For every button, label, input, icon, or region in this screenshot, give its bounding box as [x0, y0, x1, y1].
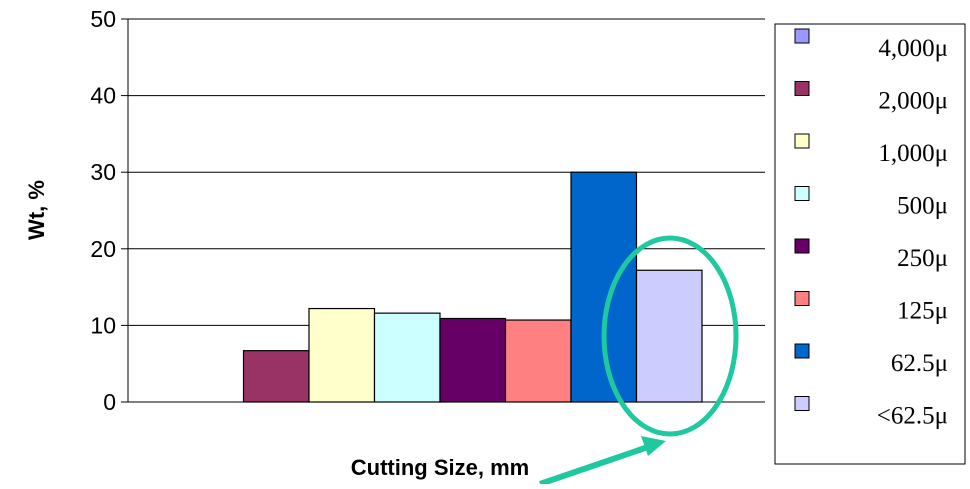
bar-6 — [570, 171, 638, 403]
highlight-annotation — [539, 235, 739, 487]
y-tick-label: 10 — [90, 312, 116, 338]
legend-swatch — [794, 133, 810, 149]
x-axis-title: Cutting Size, mm — [351, 455, 529, 480]
pointer-arrow-head — [641, 436, 666, 456]
y-tick-label: 20 — [90, 236, 116, 262]
legend-label: 1,000μ — [878, 140, 948, 167]
bar-2 — [308, 307, 376, 403]
legend-items: 4,000μ 2,000μ 1,000μ 500μ 250μ 125μ 62.5μ <62.5… — [794, 28, 948, 430]
legend-swatch — [794, 291, 810, 306]
legend-swatch — [794, 238, 810, 254]
bar-4 — [439, 317, 507, 403]
legend-swatch — [794, 396, 810, 411]
legend-swatch — [794, 186, 810, 201]
axes — [121, 19, 765, 403]
y-tick-label: 30 — [90, 159, 116, 185]
legend-swatch — [794, 28, 810, 44]
y-tick-label: 40 — [90, 83, 116, 109]
bar-5 — [504, 319, 572, 403]
legend-swatch — [794, 81, 810, 96]
legend-label: 62.5μ — [891, 350, 948, 377]
y-axis-title: Wt, % — [24, 180, 49, 240]
legend-label: 500μ — [897, 193, 948, 220]
bar-1 — [242, 350, 310, 403]
bar-3 — [373, 312, 441, 403]
highlight-ellipse — [601, 235, 739, 437]
y-tick-labels: 0 10 20 30 40 50 — [90, 6, 116, 415]
legend-label: 2,000μ — [878, 88, 948, 115]
legend-label: 250μ — [897, 245, 948, 272]
bars — [242, 171, 703, 403]
y-tick-label: 0 — [103, 389, 116, 415]
pointer-arrow-shaft — [539, 444, 649, 487]
bar-7 — [635, 269, 703, 403]
legend-label: 125μ — [897, 298, 948, 325]
legend-label: <62.5μ — [877, 403, 948, 430]
legend-swatch — [794, 343, 810, 359]
legend: 4,000μ 2,000μ 1,000μ 500μ 250μ 125μ 62.5μ <62.5… — [774, 23, 966, 465]
legend-label: 4,000μ — [878, 35, 948, 62]
y-tick-label: 50 — [90, 6, 116, 32]
